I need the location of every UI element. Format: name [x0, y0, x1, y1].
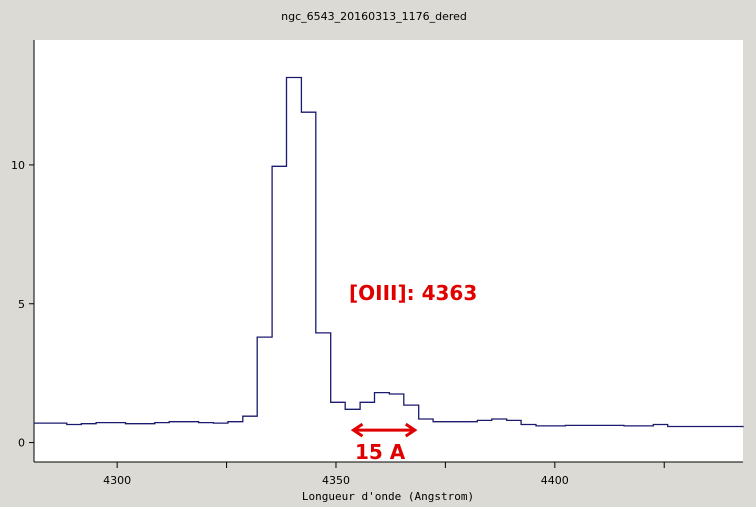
x-axis-label: Longueur d'onde (Angstrom): [302, 490, 474, 503]
y-tick-label: 10: [11, 159, 25, 172]
chart-title: ngc_6543_20160313_1176_dered: [281, 10, 467, 23]
width-label: 15 A: [355, 440, 406, 464]
x-ticks: 4300 4350 4400: [103, 462, 665, 487]
oiii-line-label: [OIII]: 4363: [349, 281, 477, 305]
x-tick-label: 4300: [103, 474, 131, 487]
plot-area: [34, 40, 743, 462]
width-arrow-right-head: [404, 422, 418, 438]
y-tick-label: 0: [18, 437, 25, 450]
axes: [33, 40, 743, 463]
x-tick-label: 4350: [322, 474, 350, 487]
y-ticks: 0 5 10: [11, 159, 34, 450]
x-tick-label: 4400: [541, 474, 569, 487]
width-arrow-left-head: [350, 422, 364, 438]
y-tick-label: 5: [18, 298, 25, 311]
spectrum-series: [34, 76, 744, 428]
width-arrow: [350, 422, 418, 438]
spectrum-line: [34, 76, 744, 428]
